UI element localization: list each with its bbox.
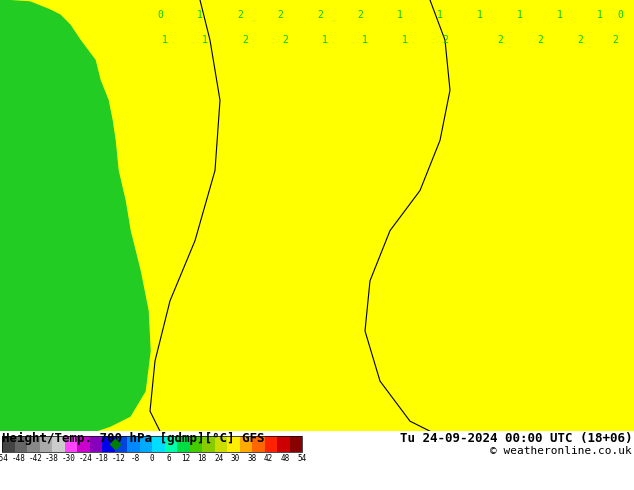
Text: 1: 1 xyxy=(477,10,483,20)
Text: 2: 2 xyxy=(357,10,363,20)
Text: 30: 30 xyxy=(231,454,240,463)
Bar xyxy=(2,436,302,452)
Text: 1: 1 xyxy=(397,10,403,20)
Text: 54: 54 xyxy=(297,454,307,463)
Text: 6: 6 xyxy=(166,454,171,463)
Bar xyxy=(164,436,177,452)
Text: Height/Temp. 700 hPa [gdmp][°C] GFS: Height/Temp. 700 hPa [gdmp][°C] GFS xyxy=(2,432,264,445)
Bar xyxy=(15,436,27,452)
Bar xyxy=(65,436,77,452)
Bar xyxy=(252,436,264,452)
Bar xyxy=(39,436,52,452)
Text: -12: -12 xyxy=(112,454,126,463)
Text: 0: 0 xyxy=(150,454,154,463)
Text: 1: 1 xyxy=(517,10,523,20)
Text: -30: -30 xyxy=(61,454,75,463)
Text: © weatheronline.co.uk: © weatheronline.co.uk xyxy=(490,446,632,456)
Text: 2: 2 xyxy=(282,35,288,45)
Text: -38: -38 xyxy=(45,454,59,463)
Text: 2: 2 xyxy=(277,10,283,20)
Text: 2: 2 xyxy=(612,35,618,45)
Text: 1: 1 xyxy=(437,10,443,20)
Text: 2: 2 xyxy=(577,35,583,45)
Text: -42: -42 xyxy=(29,454,42,463)
Text: -54: -54 xyxy=(0,454,9,463)
Bar xyxy=(177,436,190,452)
Bar xyxy=(27,436,39,452)
Text: 18: 18 xyxy=(197,454,207,463)
Text: -18: -18 xyxy=(95,454,109,463)
Text: 12: 12 xyxy=(181,454,190,463)
Text: 0: 0 xyxy=(157,10,163,20)
Bar xyxy=(190,436,202,452)
Bar xyxy=(102,436,115,452)
Bar xyxy=(277,436,290,452)
Text: 1: 1 xyxy=(322,35,328,45)
Text: 1: 1 xyxy=(557,10,563,20)
Bar xyxy=(115,436,127,452)
Bar xyxy=(89,436,102,452)
Text: -8: -8 xyxy=(131,454,140,463)
Text: 1: 1 xyxy=(597,10,603,20)
Bar xyxy=(2,436,15,452)
Bar xyxy=(227,436,240,452)
Bar xyxy=(240,436,252,452)
Bar xyxy=(290,436,302,452)
Text: 24: 24 xyxy=(214,454,223,463)
Text: 38: 38 xyxy=(247,454,257,463)
Text: -48: -48 xyxy=(12,454,25,463)
Bar xyxy=(127,436,139,452)
Bar xyxy=(52,436,65,452)
Bar xyxy=(139,436,152,452)
Polygon shape xyxy=(0,0,150,431)
Text: 1: 1 xyxy=(162,35,168,45)
Bar xyxy=(77,436,89,452)
Text: 2: 2 xyxy=(497,35,503,45)
Text: 1: 1 xyxy=(402,35,408,45)
Text: Tu 24-09-2024 00:00 UTC (18+06): Tu 24-09-2024 00:00 UTC (18+06) xyxy=(399,432,632,445)
Text: 1: 1 xyxy=(197,10,203,20)
Text: 1: 1 xyxy=(202,35,208,45)
Text: 2: 2 xyxy=(442,35,448,45)
Bar xyxy=(214,436,227,452)
Text: 0: 0 xyxy=(617,10,623,20)
Text: 2: 2 xyxy=(242,35,248,45)
Bar xyxy=(264,436,277,452)
Text: 48: 48 xyxy=(281,454,290,463)
Bar xyxy=(202,436,214,452)
Text: 1: 1 xyxy=(362,35,368,45)
Text: -24: -24 xyxy=(79,454,93,463)
Bar xyxy=(152,436,164,452)
Text: 42: 42 xyxy=(264,454,273,463)
Text: 2: 2 xyxy=(537,35,543,45)
Text: 2: 2 xyxy=(237,10,243,20)
Text: 2: 2 xyxy=(317,10,323,20)
